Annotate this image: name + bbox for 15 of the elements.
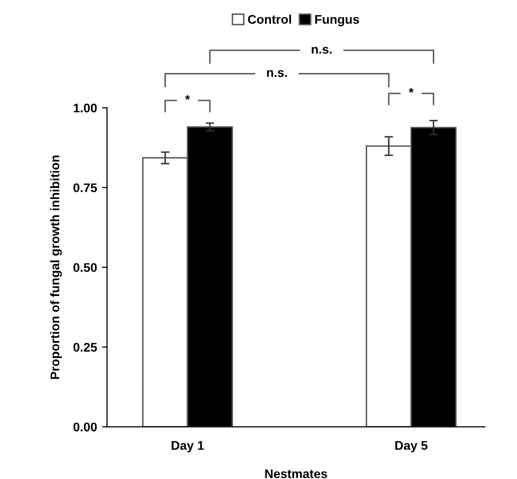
y-tick-label: 0.00	[73, 422, 97, 432]
y-tick-label: 0.50	[73, 263, 97, 272]
y-tick-label: 0.75	[73, 183, 97, 192]
legend-label: Fungus	[315, 15, 360, 26]
text: *	[185, 95, 190, 100]
x-tick-label: Day 1	[172, 441, 204, 452]
text: n.s.	[312, 46, 332, 54]
text: *	[408, 88, 414, 93]
legend-label: Control	[248, 14, 292, 24]
y-axis-title: Proportion of fungal growth inhibition	[50, 156, 62, 379]
x-axis-title: Nestmates	[265, 469, 328, 478]
text: n.s.	[267, 70, 287, 77]
y-tick-label: 1.00	[74, 104, 97, 112]
y-tick-label: 0.25	[73, 342, 97, 352]
x-tick-label: Day 5	[395, 441, 428, 452]
